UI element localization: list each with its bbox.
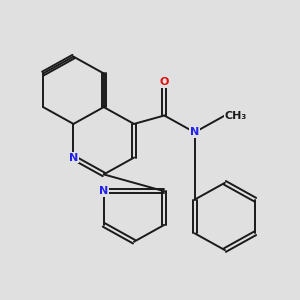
Text: N: N <box>190 127 199 137</box>
Text: O: O <box>160 77 169 87</box>
Text: N: N <box>99 186 108 196</box>
Text: N: N <box>69 153 78 163</box>
Text: CH₃: CH₃ <box>225 110 247 121</box>
